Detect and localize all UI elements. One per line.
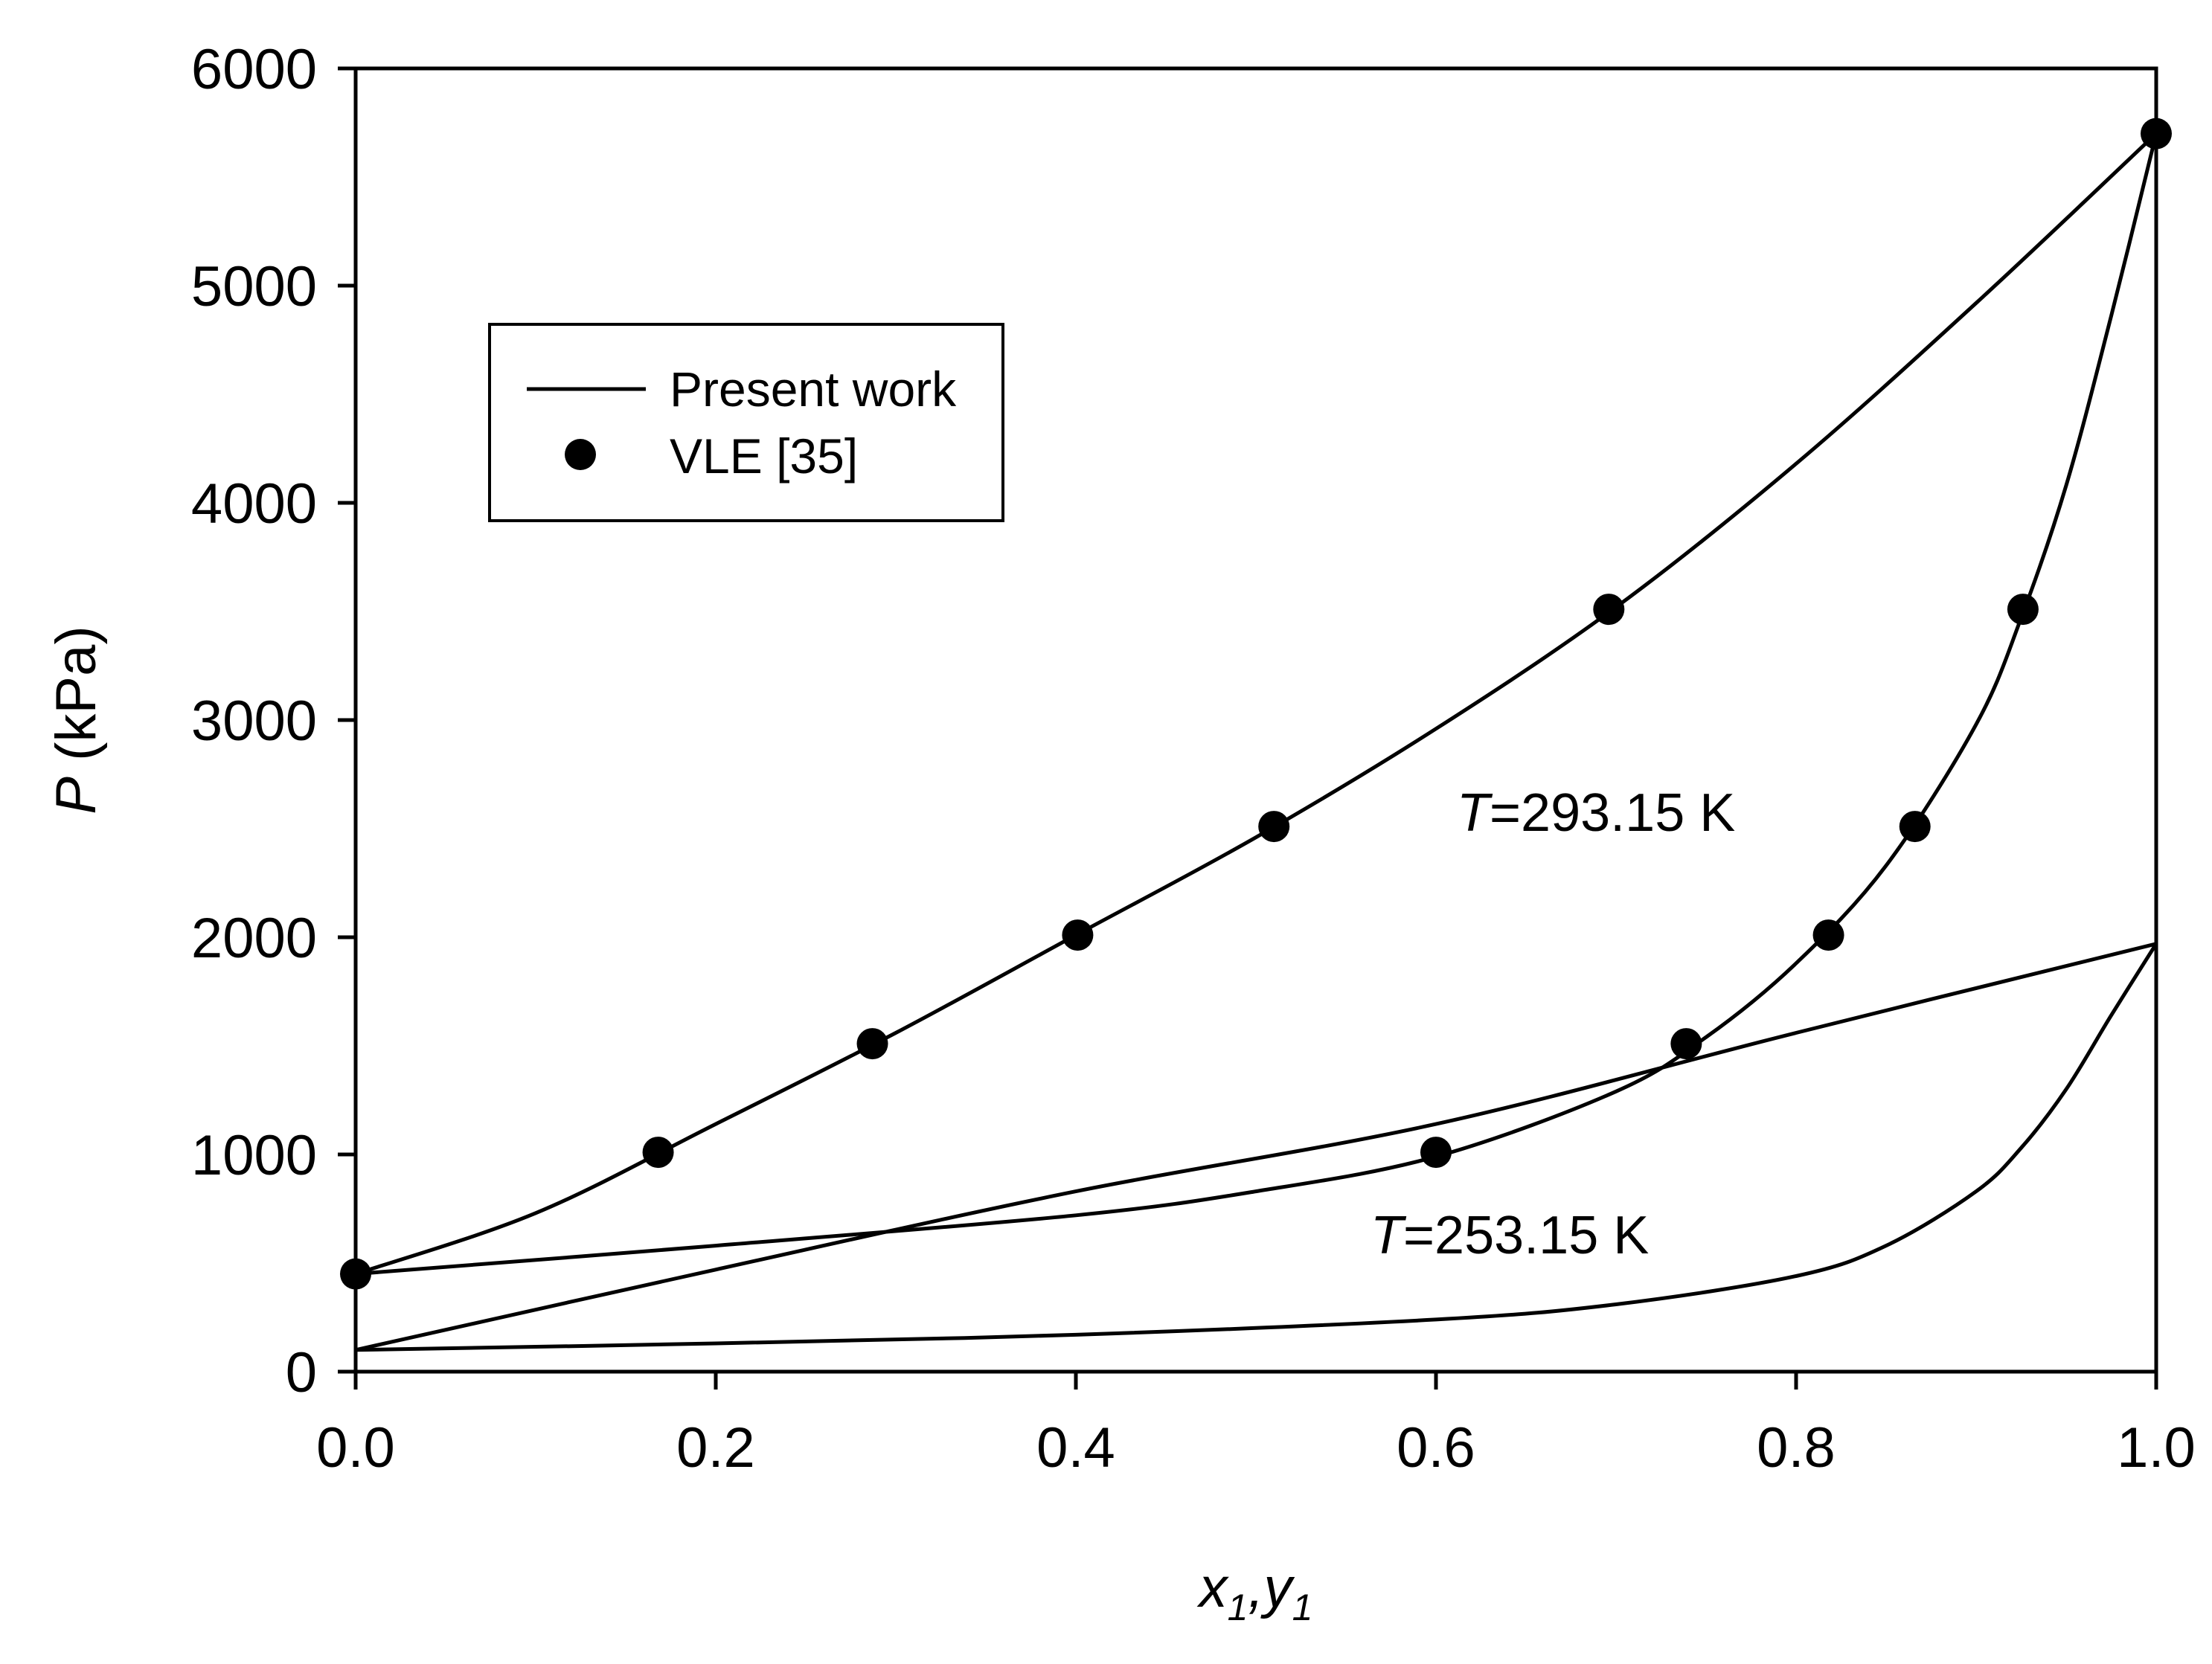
y-axis-title: P (kPa) <box>45 626 108 814</box>
vle-data-point <box>1062 919 1094 951</box>
plot-frame <box>353 66 2158 1374</box>
y-tick-label: 1000 <box>191 1124 317 1187</box>
y-tick-label: 2000 <box>191 907 317 970</box>
vle-data-point <box>2007 594 2039 626</box>
y-tick-label: 6000 <box>191 38 317 101</box>
y-tick-label: 4000 <box>191 472 317 536</box>
legend: Present work VLE [35] <box>488 323 1004 522</box>
annotation-t-253: T=253.15 K <box>1371 1206 1649 1265</box>
vle-data-point <box>1812 919 1844 951</box>
x-tick-label: 0.0 <box>316 1416 395 1480</box>
vle-data-point <box>1899 811 1931 843</box>
series-curves <box>355 132 2158 1352</box>
vle-data-point <box>2141 118 2172 150</box>
series-points <box>340 118 2172 1290</box>
vle-data-point <box>856 1028 888 1060</box>
vle-data-point <box>1420 1137 1452 1169</box>
x-tick-label: 1.0 <box>2117 1416 2196 1480</box>
axis-ticks: 0.0 0.2 0.4 0.6 0.8 1.0 0 1000 2000 3000 4000 5000 6… <box>191 38 2196 1480</box>
legend-label-present-work: Present work <box>670 362 957 417</box>
curve-line <box>355 942 2158 1352</box>
y-tick-label: 0 <box>286 1341 317 1404</box>
annotation-t-293: T=293.15 K <box>1457 783 1735 843</box>
y-tick-label: 3000 <box>191 690 317 753</box>
x-axis-title: x1,y1 <box>1196 1556 1313 1628</box>
x-tick-label: 0.6 <box>1397 1416 1475 1480</box>
vle-data-point <box>1670 1028 1702 1060</box>
x-tick-label: 0.8 <box>1757 1416 1836 1480</box>
legend-label-vle: VLE [35] <box>670 428 858 484</box>
vle-data-point <box>642 1137 674 1169</box>
curve-line <box>355 132 2158 1276</box>
vle-data-point <box>1258 811 1290 843</box>
legend-box <box>488 323 1004 522</box>
vle-data-point <box>340 1258 371 1290</box>
x-tick-label: 0.2 <box>676 1416 755 1480</box>
curve-line <box>355 133 2158 1276</box>
y-tick-label: 5000 <box>191 255 317 318</box>
curve-line <box>355 942 2157 1352</box>
x-tick-label: 0.4 <box>1036 1416 1115 1480</box>
vle-data-point <box>1593 594 1625 626</box>
legend-marker-vle <box>565 439 596 470</box>
